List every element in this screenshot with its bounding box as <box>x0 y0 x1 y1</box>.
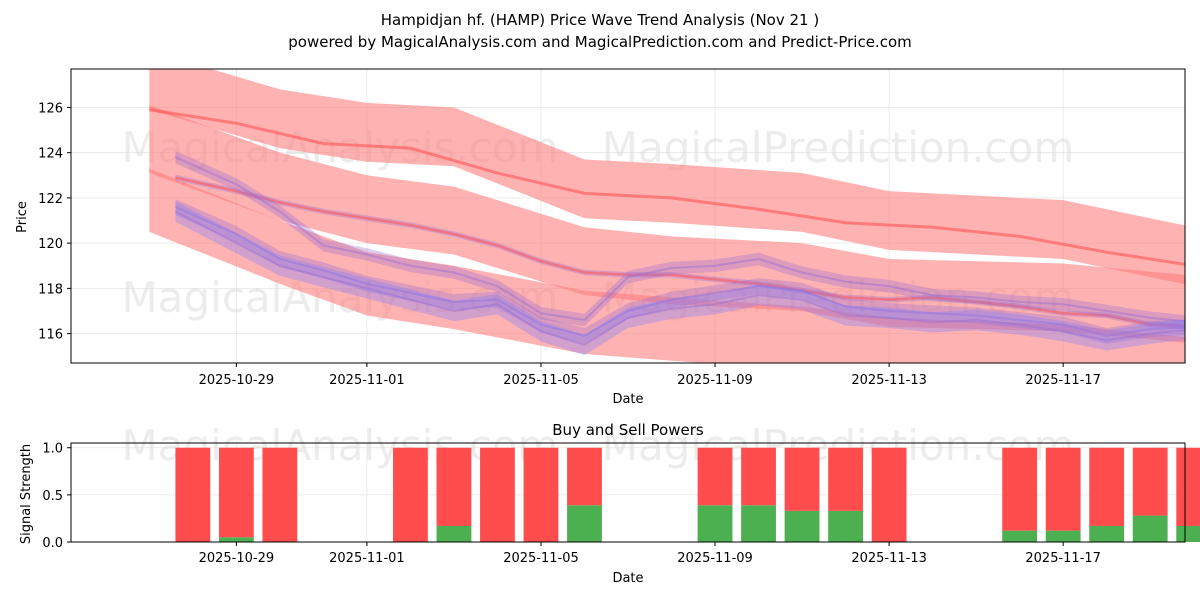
price-wave-line <box>174 210 1185 346</box>
price-y-tick-label: 126 <box>38 101 63 116</box>
signal-x-tick-label: 2025-11-09 <box>677 551 753 566</box>
price-wave-line <box>175 156 1185 323</box>
price-plot-area: MagicalAnalysis.comMagicalPrediction.com… <box>122 69 1185 363</box>
price-y-tick-label: 120 <box>38 237 63 252</box>
price-plot-frame <box>70 68 1186 364</box>
signal-chart-panel: MagicalAnalysis.com MagicalPrediction.com… <box>42 421 1200 566</box>
sell-bar <box>697 447 733 506</box>
signal-x-tick-label: 2025-11-17 <box>1025 551 1101 566</box>
signal-y-tick-label: 0.5 <box>42 489 63 504</box>
price-y-tick-label: 124 <box>38 147 63 162</box>
price-wave-band <box>175 201 1185 356</box>
sell-bar <box>1089 447 1125 526</box>
sell-bar <box>1176 447 1200 526</box>
buy-bar <box>697 505 733 542</box>
sell-bar <box>175 447 211 542</box>
price-y-tick-label: 116 <box>38 328 63 343</box>
channel-band <box>149 168 1185 363</box>
watermark-text: MagicalPrediction.com <box>602 123 1075 172</box>
sell-bar <box>1132 447 1168 516</box>
buy-bar <box>218 537 254 542</box>
sell-bar <box>523 447 559 542</box>
signal-x-tick-label: 2025-11-13 <box>851 551 927 566</box>
sell-bar <box>436 447 472 526</box>
signal-x-tick-label: 2025-11-01 <box>329 551 405 566</box>
buy-bar <box>828 510 863 542</box>
signal-x-axis-label: Date <box>612 571 643 586</box>
sell-bar <box>393 447 428 542</box>
buy-bar <box>436 525 472 542</box>
price-x-tick-label: 2025-11-09 <box>677 373 753 388</box>
buy-bar <box>1002 530 1038 542</box>
price-y-axis-label: Price <box>15 201 30 233</box>
signal-y-tick-label: 0.0 <box>42 536 63 551</box>
buy-bar <box>567 505 602 542</box>
trend-line <box>149 108 1185 266</box>
buy-bar <box>784 510 820 542</box>
main-title: Hampidjan hf. (HAMP) Price Wave Trend An… <box>381 11 819 29</box>
buy-bar <box>1089 525 1125 542</box>
buy-bar <box>741 505 776 542</box>
sell-bar <box>871 447 907 542</box>
price-x-tick-label: 2025-10-29 <box>199 373 275 388</box>
price-x-tick-label: 2025-11-05 <box>503 373 579 388</box>
sell-bar <box>262 447 298 542</box>
buy-bar <box>1045 530 1081 542</box>
signal-y-axis-label: Signal Strength <box>19 444 34 544</box>
sell-bar <box>784 447 820 511</box>
price-x-tick-label: 2025-11-01 <box>329 373 405 388</box>
price-y-tick-label: 118 <box>38 282 63 297</box>
price-wave-band <box>175 150 1185 328</box>
sell-bar <box>1045 447 1081 531</box>
buy-bar <box>1132 515 1168 542</box>
price-x-axis-label: Date <box>612 392 643 407</box>
main-subtitle: powered by MagicalAnalysis.com and Magic… <box>288 33 912 51</box>
price-wave-line <box>175 206 1185 337</box>
price-x-tick-label: 2025-11-13 <box>851 373 927 388</box>
signal-plot-frame <box>70 442 1186 543</box>
signal-x-tick-label: 2025-11-05 <box>503 551 579 566</box>
price-y-tick-label: 122 <box>38 192 63 207</box>
price-wave-line <box>175 176 1185 328</box>
buy-bar <box>1176 525 1200 542</box>
channel-band <box>149 69 1185 285</box>
price-x-tick-label: 2025-11-17 <box>1025 373 1101 388</box>
sell-bar <box>480 447 515 542</box>
channel-band <box>149 105 1185 343</box>
sell-bar <box>741 447 776 506</box>
sell-bar <box>828 447 863 511</box>
sell-bar <box>218 447 254 538</box>
sell-bar <box>567 447 602 506</box>
price-wave-band <box>175 199 1185 344</box>
signal-y-tick-label: 1.0 <box>42 442 63 457</box>
signal-chart-title: Buy and Sell Powers <box>552 421 704 439</box>
signal-x-tick-label: 2025-10-29 <box>199 551 275 566</box>
sell-bar <box>1002 447 1038 531</box>
price-chart-panel: MagicalAnalysis.comMagicalPrediction.com… <box>38 68 1186 388</box>
